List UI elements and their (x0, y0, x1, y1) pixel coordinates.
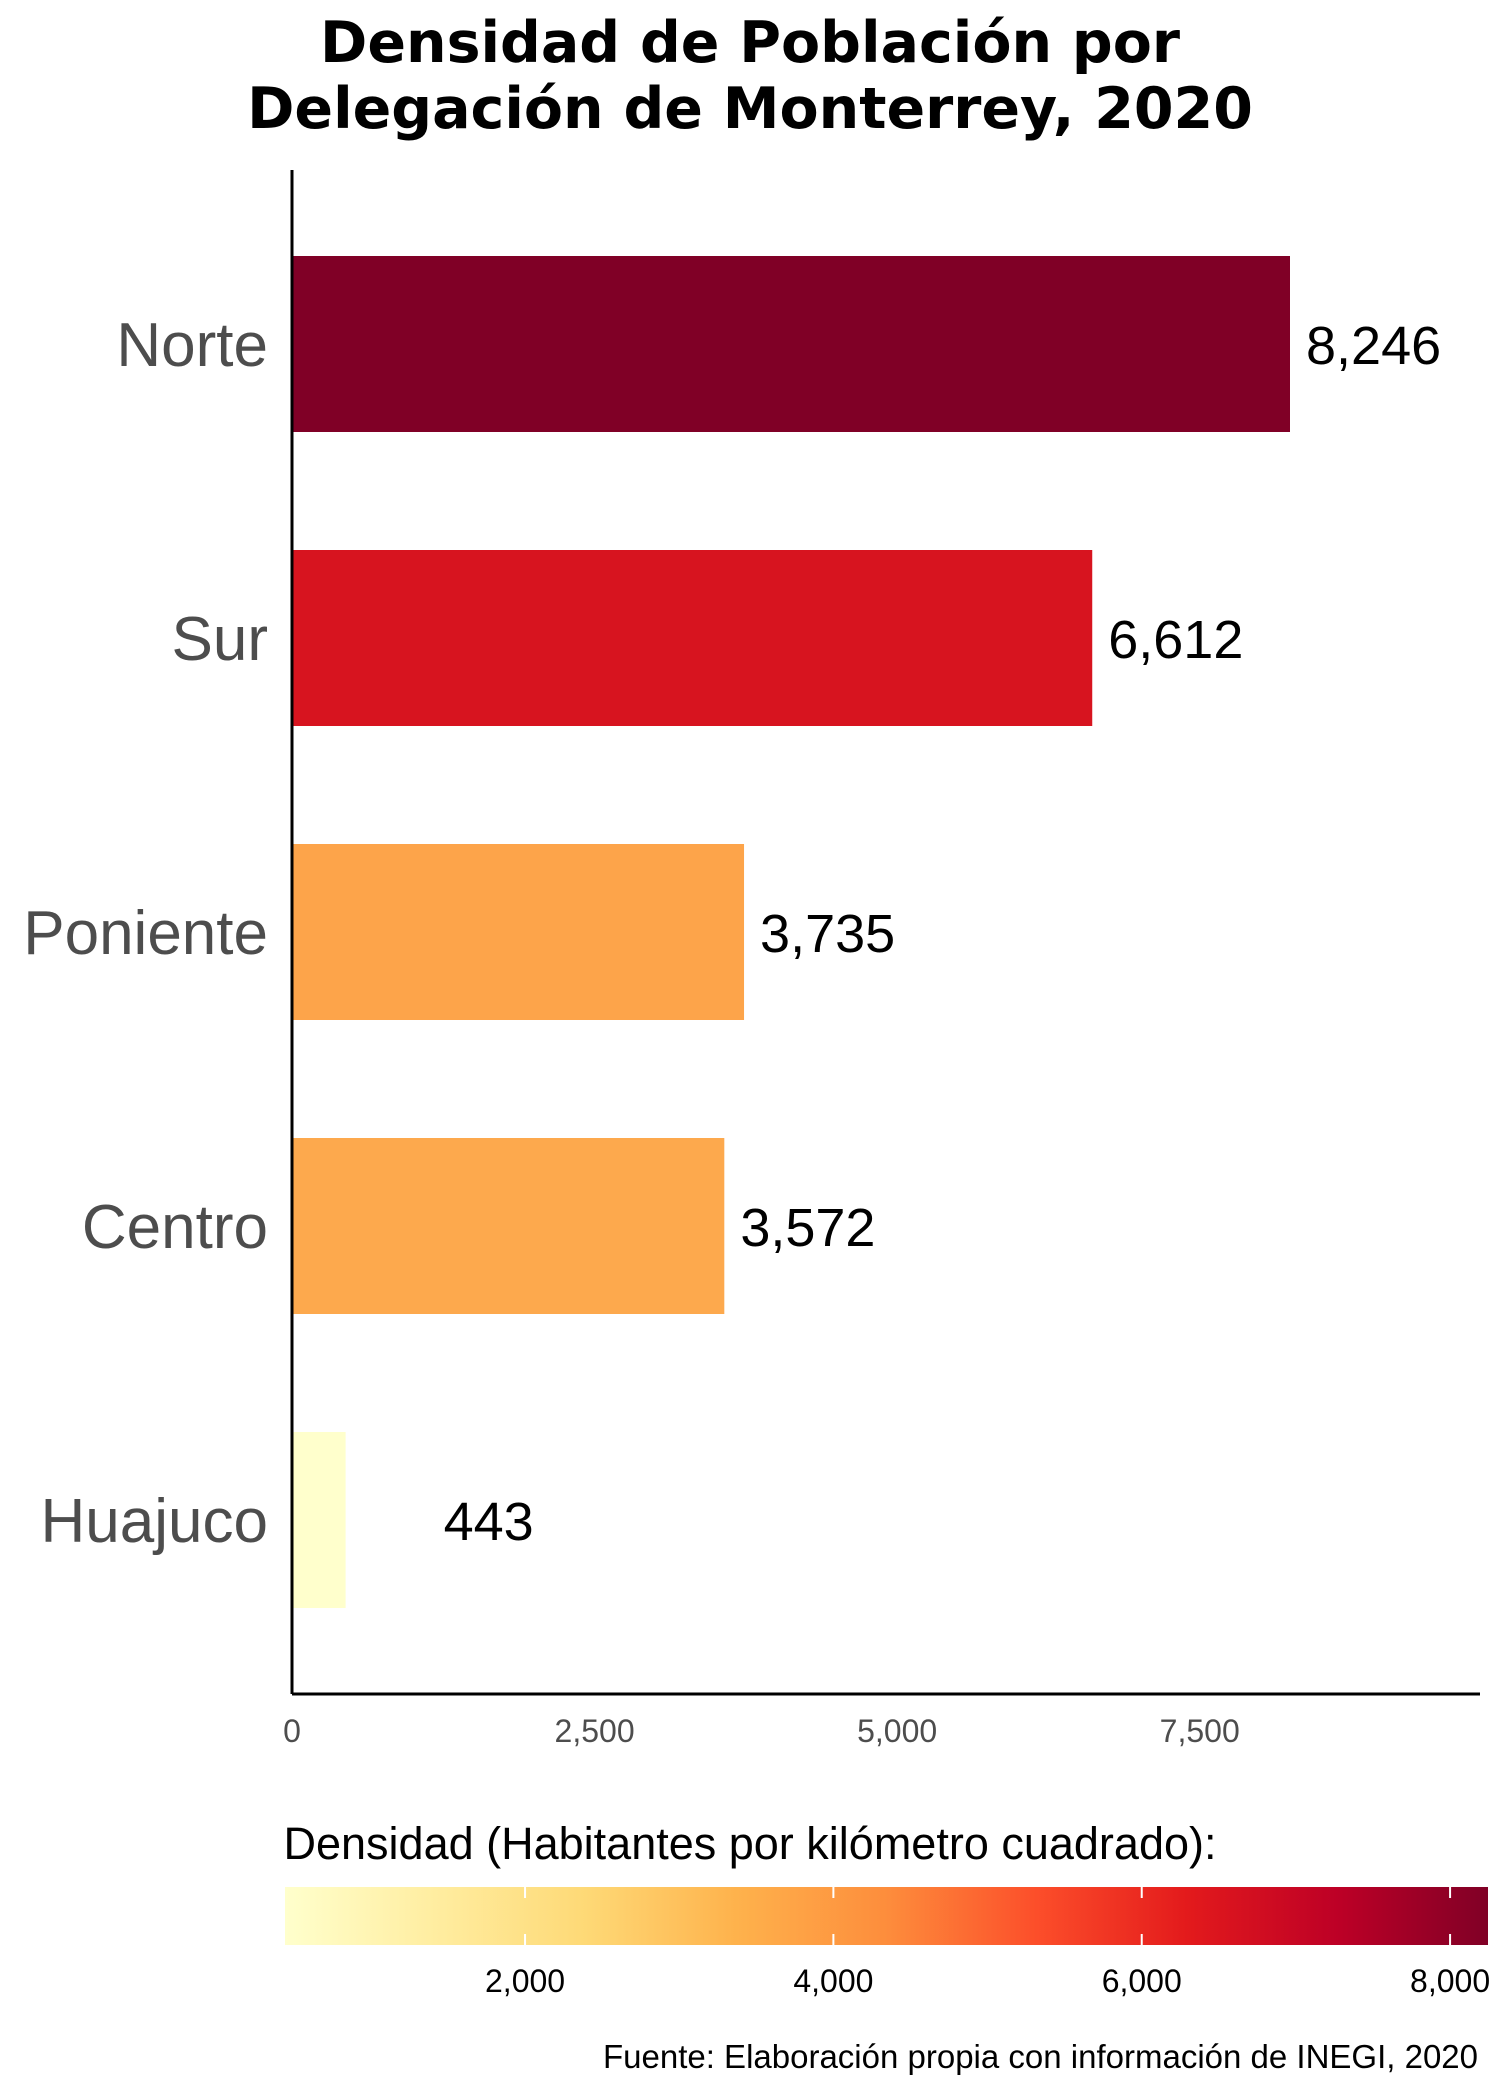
chart-title: Densidad de Población por Delegación de … (0, 10, 1500, 142)
bar-poniente (292, 844, 745, 1020)
x-tick-label: 2,500 (555, 1713, 635, 1749)
bar-centro (292, 1138, 725, 1314)
value-label-poniente: 3,735 (760, 904, 895, 964)
category-labels-group: Norte Sur Poniente Centro Huajuco (23, 311, 268, 1556)
value-label-centro: 3,572 (740, 1198, 875, 1258)
legend-ticks-group: 2,000 4,000 6,000 8,000 (485, 1887, 1490, 1999)
chart-title-line-2: Delegación de Monterrey, 2020 (247, 76, 1253, 142)
bar-norte (292, 256, 1290, 432)
category-label-sur: Sur (172, 605, 268, 674)
x-tick-label: 0 (283, 1713, 301, 1749)
bars-group (292, 256, 1290, 1608)
legend-tick-label: 8,000 (1410, 1963, 1490, 1999)
legend-title: Densidad (Habitantes por kilómetro cuadr… (283, 1818, 1217, 1869)
category-label-norte: Norte (116, 311, 268, 380)
legend-tick-label: 4,000 (793, 1963, 873, 1999)
legend-colorbar (285, 1887, 1488, 1945)
category-label-huajuco: Huajuco (41, 1487, 268, 1556)
legend-tick-label: 6,000 (1102, 1963, 1182, 1999)
x-tick-label: 5,000 (857, 1713, 937, 1749)
value-labels-group: 8,246 6,612 3,735 3,572 443 (444, 316, 1442, 1552)
x-tick-labels-group: 0 2,500 5,000 7,500 (283, 1713, 1240, 1749)
category-label-centro: Centro (82, 1193, 268, 1262)
value-label-norte: 8,246 (1306, 316, 1441, 376)
chart-title-line-1: Densidad de Población por (320, 10, 1180, 76)
legend-tick-label: 2,000 (485, 1963, 565, 1999)
category-label-poniente: Poniente (23, 899, 268, 968)
bar-huajuco (292, 1432, 346, 1608)
x-tick-label: 7,500 (1160, 1713, 1240, 1749)
bar-sur (292, 550, 1093, 726)
source-caption: Fuente: Elaboración propia con informaci… (602, 2038, 1478, 2075)
value-label-sur: 6,612 (1108, 610, 1243, 670)
value-label-huajuco: 443 (444, 1492, 534, 1552)
